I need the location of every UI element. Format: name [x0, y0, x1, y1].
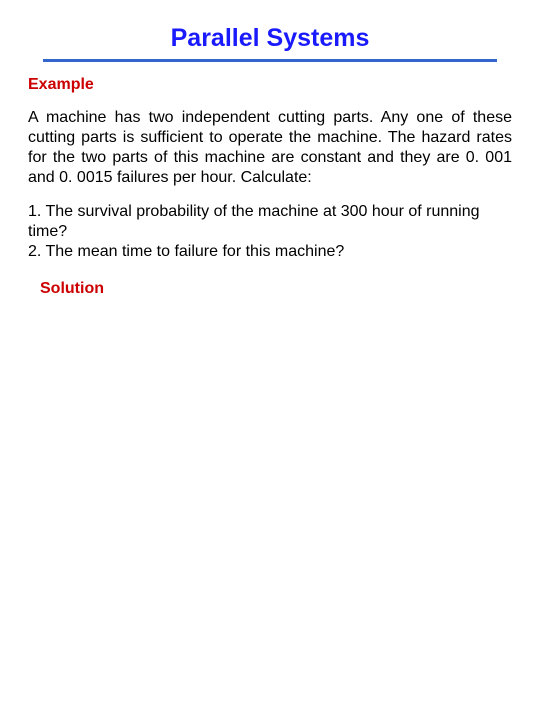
example-label: Example	[28, 76, 512, 94]
problem-statement: A machine has two independent cutting pa…	[28, 108, 512, 188]
title-divider	[43, 59, 498, 62]
question-item: 2. The mean time to failure for this mac…	[28, 242, 512, 262]
question-item: 1. The survival probability of the machi…	[28, 202, 512, 242]
solution-label: Solution	[28, 280, 512, 298]
question-list: 1. The survival probability of the machi…	[28, 202, 512, 262]
page-title: Parallel Systems	[28, 24, 512, 53]
